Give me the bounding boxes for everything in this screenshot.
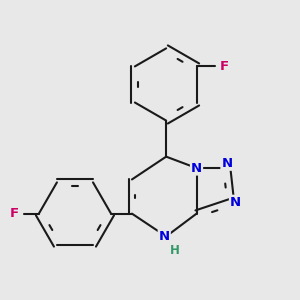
Text: N: N bbox=[191, 161, 202, 175]
Text: N: N bbox=[221, 157, 233, 170]
Text: N: N bbox=[230, 196, 241, 209]
Text: F: F bbox=[10, 207, 19, 220]
Text: N: N bbox=[159, 230, 170, 243]
Text: H: H bbox=[170, 244, 180, 257]
Text: F: F bbox=[219, 60, 229, 73]
